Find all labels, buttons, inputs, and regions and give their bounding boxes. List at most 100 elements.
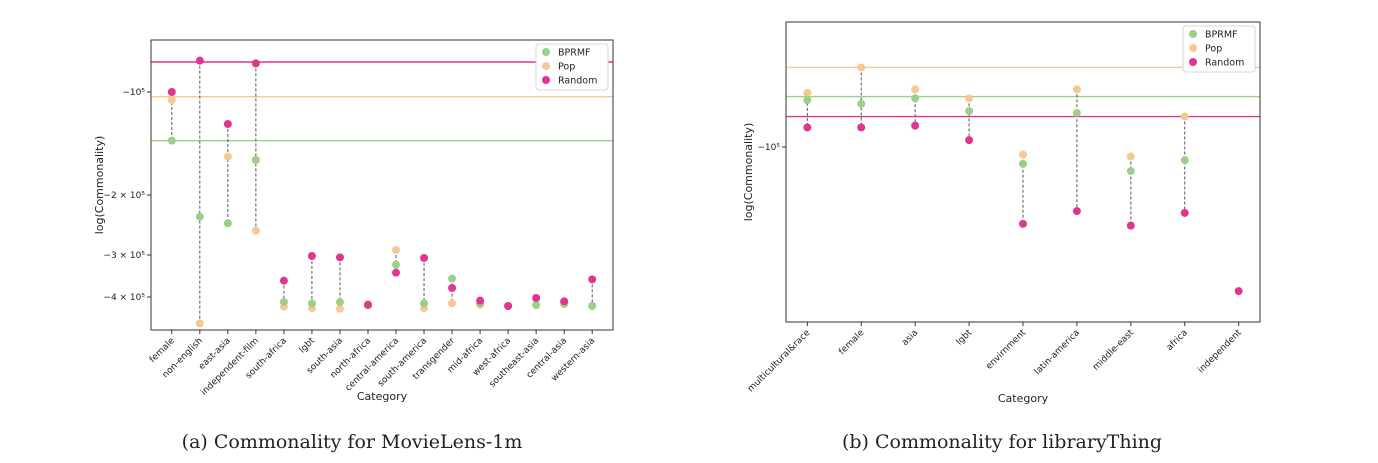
legend-marker-bprmf [1189,30,1197,38]
point-random-independent-film [251,59,260,68]
point-bprmf-lgbt [965,107,974,116]
point-random-female [167,88,176,96]
point-pop-non-english [195,319,204,328]
point-random-asia [911,121,920,130]
figure-caption: (a) Commonality for MovieLens-1m [182,431,523,453]
point-random-lgbt [307,252,316,260]
point-random-multicultural&race [803,123,812,132]
point-bprmf-south-africa [279,298,288,306]
point-pop-multicultural&race [803,88,812,97]
y-axis-label: log(Commonality) [93,136,106,235]
chart-panel-librarything: −10⁵ multicultural&race female asia lgbt envi… [742,21,1261,453]
xtick-label-multicultural&race: multicultural&race [746,328,813,395]
xtick-label-lgbt: lgbt [955,328,975,348]
point-pop-transgender [448,299,457,308]
point-random-north-africa [363,300,372,309]
legend-marker-pop [542,62,550,70]
point-random-central-america [392,268,401,277]
legend-box [535,43,609,91]
ytick-label: −3 × 10⁵ [103,251,145,261]
point-bprmf-latin-america [1072,108,1081,117]
xtick-label-south-america: south-america [376,336,429,389]
point-pop-latin-america [1072,85,1081,94]
point-pop-lgbt [965,94,974,103]
point-random-west-africa [504,302,513,310]
point-bprmf-middle-east [1126,167,1135,176]
point-random-central-asia [560,297,569,306]
point-bprmf-east-asia [223,219,232,228]
legend-label-bprmf: BPRMF [1205,30,1238,41]
xtick-label-independent: independent [1196,328,1244,376]
point-pop-central-america [392,246,401,254]
ytick-label: −10⁵ [757,143,780,153]
legend-marker-random [1189,58,1197,66]
point-random-middle-east [1126,221,1135,230]
xtick-label-lgbt: lgbt [298,336,318,356]
point-bprmf-female [857,99,866,108]
point-pop-asia [911,85,920,94]
xtick-label-africa: africa [1165,328,1190,353]
legend-box [1182,25,1256,73]
xtick-label-asia: asia [900,328,920,348]
point-pop-middle-east [1126,152,1135,161]
figure-caption: (b) Commonality for libraryThing [842,431,1162,453]
point-pop-female [167,96,176,104]
point-bprmf-transgender [448,274,457,283]
point-bprmf-southeast-asia [532,300,541,309]
point-random-transgender [448,284,457,292]
point-random-female [857,123,866,132]
point-random-southeast-asia [532,294,541,302]
legend-marker-pop [1189,44,1197,52]
xtick-label-envirnment: envirnment [984,328,1028,372]
point-random-lgbt [965,136,974,145]
legend-marker-random [542,76,550,84]
legend-label-random: Random [1205,58,1244,69]
point-random-mid-africa [476,296,485,305]
point-pop-east-asia [223,152,232,161]
point-random-south-america [420,254,429,262]
point-random-non-english [195,56,204,65]
point-random-africa [1180,208,1189,217]
ytick-label: −10⁵ [122,88,145,98]
point-bprmf-asia [911,94,920,103]
point-pop-envirnment [1019,150,1027,159]
point-random-independent [1234,287,1243,296]
point-bprmf-central-america [392,260,401,269]
point-pop-africa [1180,112,1189,121]
legend-label-pop: Pop [558,62,575,73]
point-bprmf-western-asia [588,302,597,310]
point-random-south-asia [335,253,344,262]
plot-frame [150,39,614,331]
point-bprmf-independent-film [251,156,260,164]
ytick-label: −2 × 10⁵ [103,191,145,201]
xtick-label-latin-america: latin-america [1033,328,1082,377]
point-bprmf-envirnment [1019,159,1027,168]
y-axis-label: log(Commonality) [742,123,755,222]
point-pop-south-asia [335,304,344,313]
legend-label-bprmf: BPRMF [558,48,591,59]
point-pop-independent-film [251,226,260,235]
point-random-envirnment [1019,219,1027,228]
xtick-label-southeast-asia: southeast-asia [488,336,542,390]
x-axis-label: Category [998,392,1049,405]
point-bprmf-female [167,136,176,145]
point-bprmf-africa [1180,156,1189,165]
point-bprmf-south-america [420,299,429,308]
point-bprmf-lgbt [307,299,316,308]
xtick-label-middle-east: middle-east [1091,328,1136,373]
point-bprmf-non-english [195,212,204,221]
chart-panel-movielens: −10⁵−2 × 10⁵−3 × 10⁵−4 × 10⁵femalenon-en… [93,39,614,453]
point-bprmf-multicultural&race [803,96,812,105]
point-random-latin-america [1072,207,1081,216]
xtick-label-female: female [837,328,866,357]
point-random-south-africa [279,276,288,285]
x-axis-label: Category [357,390,408,403]
point-random-east-asia [223,120,232,128]
point-pop-female [857,63,866,72]
point-bprmf-south-asia [335,298,344,306]
ytick-label: −4 × 10⁵ [103,293,145,303]
legend-label-pop: Pop [1205,44,1222,55]
point-random-western-asia [588,275,597,284]
legend-marker-bprmf [542,48,550,56]
